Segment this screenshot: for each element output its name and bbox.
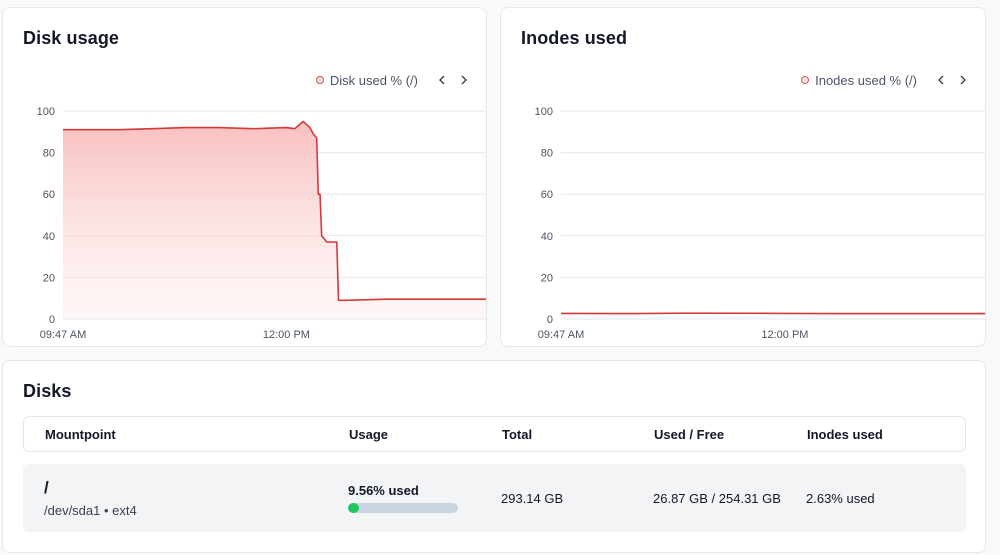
legend-dot-icon bbox=[801, 76, 810, 84]
y-tick-label: 20 bbox=[43, 272, 55, 284]
chevron-left-icon[interactable] bbox=[434, 72, 450, 88]
y-tick-label: 80 bbox=[541, 148, 553, 160]
usage-progress-fill bbox=[348, 503, 359, 513]
y-tick-label: 100 bbox=[37, 106, 55, 118]
chevron-left-icon[interactable] bbox=[933, 72, 949, 88]
usage-text: 9.56% used bbox=[348, 483, 419, 498]
mountpoint-cell: / /dev/sda1 • ext4 bbox=[44, 478, 137, 518]
inodes-used-chart: 100 80 60 40 20 0 09:47 AM 12:00 PM bbox=[535, 106, 985, 341]
disks-table: Mountpoint Usage Total Used / Free Inode… bbox=[23, 416, 966, 532]
inodes-cell: 2.63% used bbox=[806, 490, 875, 506]
legend-label[interactable]: Inodes used % (/) bbox=[815, 72, 917, 88]
usage-progress-bar bbox=[348, 503, 458, 513]
inodes-used-legend: Inodes used % (/) bbox=[801, 72, 971, 88]
disks-card: Disks Mountpoint Usage Total Used / Free… bbox=[2, 360, 986, 553]
mountpoint-path: / bbox=[44, 478, 49, 497]
y-tick-label: 0 bbox=[547, 314, 553, 326]
x-tick-label: 12:00 PM bbox=[263, 329, 310, 341]
chevron-right-icon[interactable] bbox=[456, 72, 472, 88]
header-used-free[interactable]: Used / Free bbox=[654, 426, 725, 442]
y-tick-label: 40 bbox=[43, 231, 55, 243]
y-tick-label: 40 bbox=[541, 231, 553, 243]
x-tick-label: 09:47 AM bbox=[538, 329, 584, 341]
disk-usage-legend: Disk used % (/) bbox=[315, 72, 472, 88]
header-total[interactable]: Total bbox=[502, 426, 533, 442]
y-tick-label: 60 bbox=[43, 189, 55, 201]
x-tick-label: 09:47 AM bbox=[40, 329, 86, 341]
inodes-used-card: Inodes used Inodes used % (/) 100 80 60 40 2… bbox=[500, 7, 986, 347]
header-mountpoint[interactable]: Mountpoint bbox=[45, 426, 116, 442]
legend-dot-icon bbox=[315, 76, 324, 84]
usage-cell: 9.56% used bbox=[348, 483, 458, 513]
disk-usage-card: Disk usage Disk used % (/) 100 80 60 40 20 0 0… bbox=[2, 7, 487, 347]
disk-usage-title: Disk usage bbox=[23, 28, 120, 48]
used-free-cell: 26.87 GB / 254.31 GB bbox=[653, 490, 781, 506]
disks-title: Disks bbox=[23, 381, 72, 401]
table-header: Mountpoint Usage Total Used / Free Inode… bbox=[23, 416, 966, 452]
header-usage[interactable]: Usage bbox=[349, 426, 389, 442]
inodes-used-title: Inodes used bbox=[521, 28, 628, 48]
disk-usage-chart: 100 80 60 40 20 0 09:47 AM 12:00 PM bbox=[37, 106, 486, 341]
table-row[interactable]: / /dev/sda1 • ext4 9.56% used 293.14 GB … bbox=[23, 464, 966, 532]
device-info: /dev/sda1 • ext4 bbox=[44, 503, 137, 518]
y-tick-label: 100 bbox=[535, 106, 553, 118]
chevron-right-icon[interactable] bbox=[955, 72, 971, 88]
y-tick-label: 60 bbox=[541, 189, 553, 201]
y-tick-label: 20 bbox=[541, 272, 553, 284]
total-cell: 293.14 GB bbox=[501, 490, 564, 506]
y-tick-label: 80 bbox=[43, 148, 55, 160]
series-line bbox=[63, 120, 486, 302]
series-area bbox=[63, 121, 486, 319]
legend-label[interactable]: Disk used % (/) bbox=[329, 72, 418, 88]
y-tick-label: 0 bbox=[49, 314, 55, 326]
header-inodes-used[interactable]: Inodes used bbox=[807, 426, 883, 442]
x-tick-label: 12:00 PM bbox=[761, 329, 808, 341]
